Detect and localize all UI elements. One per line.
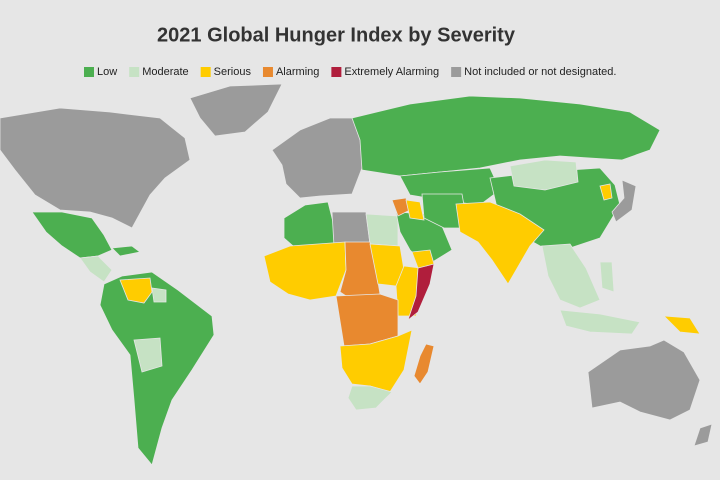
legend-label: Moderate xyxy=(142,66,188,78)
caribbean xyxy=(111,245,141,257)
russia xyxy=(351,95,661,177)
iran xyxy=(421,193,469,229)
central-america xyxy=(79,255,113,283)
australia xyxy=(587,339,701,421)
iraq xyxy=(405,199,425,221)
south-africa xyxy=(347,385,393,411)
libya xyxy=(331,211,371,247)
india-region xyxy=(455,201,545,285)
legend-swatch xyxy=(451,67,462,77)
southern-africa xyxy=(339,329,413,393)
yemen xyxy=(411,249,435,269)
venezuela xyxy=(119,277,153,304)
legend-swatch xyxy=(262,67,273,77)
legend-label: Not included or not designated. xyxy=(464,66,616,78)
mexico xyxy=(31,211,113,259)
philippines xyxy=(599,261,615,293)
korea xyxy=(599,183,613,201)
legend-swatch xyxy=(200,67,211,77)
legend-swatch xyxy=(129,67,140,77)
bolivia xyxy=(133,337,163,373)
japan xyxy=(611,179,637,223)
legend: Low Moderate Serious Alarming Extremely Alar… xyxy=(84,66,616,78)
mongolia xyxy=(509,159,579,191)
southeast-asia xyxy=(541,243,601,309)
north-america xyxy=(0,107,191,229)
title: 2021 Global Hunger Index by Severity xyxy=(157,24,516,46)
central-africa xyxy=(335,293,399,347)
legend-label: Low xyxy=(97,66,117,78)
south-america xyxy=(99,271,215,466)
world-map xyxy=(0,83,713,466)
greenland xyxy=(189,83,283,137)
legend-label: Alarming xyxy=(276,66,319,78)
legend-label: Serious xyxy=(214,66,252,78)
indonesia xyxy=(559,309,641,335)
new-zealand xyxy=(693,423,713,447)
egypt xyxy=(365,213,399,247)
legend-label: Extremely Alarming xyxy=(344,66,439,78)
legend-swatch xyxy=(84,67,94,77)
madagascar xyxy=(413,343,435,385)
guyana xyxy=(151,287,167,303)
europe xyxy=(271,117,367,199)
papua-new-guinea xyxy=(662,315,701,335)
legend-swatch xyxy=(331,67,342,77)
